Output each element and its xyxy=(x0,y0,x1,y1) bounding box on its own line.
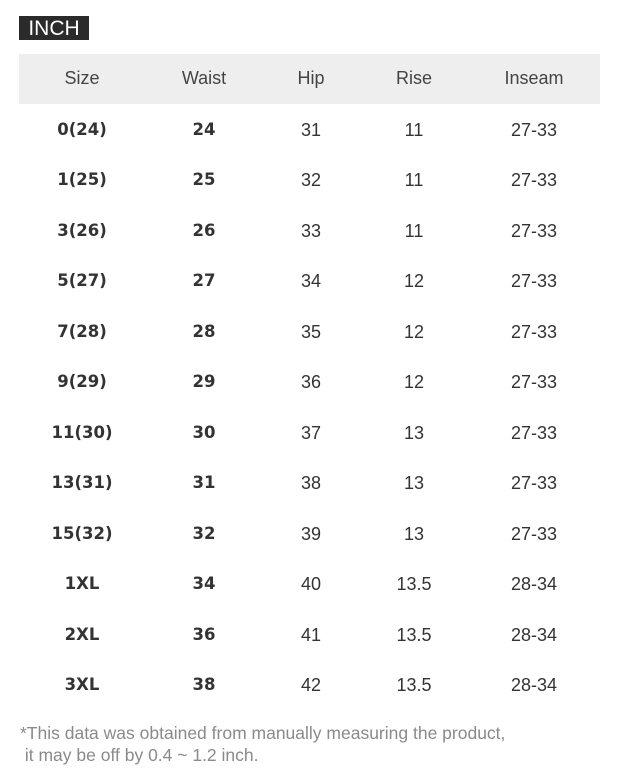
cell-size: 7(28) xyxy=(57,321,107,341)
cell-waist: 28 xyxy=(192,321,216,341)
cell-inseam: 27-33 xyxy=(510,372,558,393)
cell-hip: 39 xyxy=(300,523,322,544)
header-inseam: Inseam xyxy=(504,68,564,88)
cell-inseam: 27-33 xyxy=(510,170,558,191)
cell-rise: 13 xyxy=(403,473,425,494)
cell-rise: 12 xyxy=(403,271,425,292)
cell-inseam: 28-34 xyxy=(510,624,558,645)
cell-size: 13(31) xyxy=(51,473,113,493)
cell-rise: 13.5 xyxy=(396,674,432,695)
cell-waist: 32 xyxy=(192,523,216,543)
cell-size: 0(24) xyxy=(57,120,107,139)
table-row: 9(29) 29 36 12 27-33 xyxy=(19,357,600,407)
cell-waist: 26 xyxy=(192,220,216,240)
cell-size: 5(27) xyxy=(57,271,107,291)
cell-hip: 36 xyxy=(300,372,322,393)
cell-inseam: 27-33 xyxy=(510,271,558,292)
cell-hip: 32 xyxy=(300,170,322,191)
header-rise: Rise xyxy=(395,68,433,88)
table-row: 1XL 34 40 13.5 28-34 xyxy=(19,559,600,609)
table-row: 7(28) 28 35 12 27-33 xyxy=(19,307,600,357)
cell-inseam: 27-33 xyxy=(510,523,558,544)
header-hip: Hip xyxy=(297,68,325,88)
table-row: 0(24) 24 31 11 27-33 xyxy=(19,105,600,155)
cell-rise: 11 xyxy=(404,170,424,191)
table-header: Size Waist Hip Rise Inseam xyxy=(19,54,600,104)
cell-size: 1(25) xyxy=(57,170,107,190)
cell-hip: 35 xyxy=(300,321,322,342)
cell-size: 11(30) xyxy=(51,422,113,442)
cell-rise: 12 xyxy=(403,321,425,342)
table-row: 2XL 36 41 13.5 28-34 xyxy=(19,610,600,660)
table-row: 13(31) 31 38 13 27-33 xyxy=(19,458,600,508)
cell-rise: 13.5 xyxy=(396,624,432,645)
cell-waist: 36 xyxy=(192,624,216,644)
cell-inseam: 27-33 xyxy=(510,422,558,443)
cell-hip: 34 xyxy=(300,271,322,292)
cell-hip: 40 xyxy=(300,574,322,595)
cell-waist: 31 xyxy=(192,473,216,493)
cell-rise: 13 xyxy=(403,422,425,443)
cell-waist: 29 xyxy=(192,372,216,392)
cell-rise: 11 xyxy=(404,120,424,140)
cell-size: 9(29) xyxy=(57,372,107,392)
table-row: 3XL 38 42 13.5 28-34 xyxy=(19,660,600,710)
cell-inseam: 28-34 xyxy=(510,674,558,695)
cell-rise: 13.5 xyxy=(396,574,432,595)
cell-waist: 38 xyxy=(192,674,216,694)
cell-waist: 25 xyxy=(192,170,216,190)
cell-inseam: 27-33 xyxy=(510,321,558,342)
cell-inseam: 27-33 xyxy=(510,220,558,241)
cell-hip: 37 xyxy=(300,422,322,443)
unit-label: INCH xyxy=(19,16,89,40)
cell-hip: 31 xyxy=(300,120,322,140)
cell-size: 2XL xyxy=(64,624,100,644)
footnote: *This data was obtained from manually me… xyxy=(20,722,505,766)
cell-hip: 33 xyxy=(300,220,322,241)
cell-inseam: 27-33 xyxy=(510,120,558,140)
footnote-line-2: it may be off by 0.4 ~ 1.2 inch. xyxy=(20,745,259,765)
table-row: 11(30) 30 37 13 27-33 xyxy=(19,408,600,458)
cell-inseam: 28-34 xyxy=(510,574,558,595)
table-row: 1(25) 25 32 11 27-33 xyxy=(19,155,600,205)
table-row: 5(27) 27 34 12 27-33 xyxy=(19,256,600,306)
table-row: 3(26) 26 33 11 27-33 xyxy=(19,206,600,256)
cell-waist: 34 xyxy=(192,574,216,594)
header-waist: Waist xyxy=(181,68,227,88)
cell-size: 15(32) xyxy=(51,523,113,543)
cell-size: 3XL xyxy=(64,674,100,694)
cell-hip: 41 xyxy=(300,624,322,645)
cell-hip: 42 xyxy=(300,674,322,695)
cell-rise: 12 xyxy=(403,372,425,393)
footnote-line-1: *This data was obtained from manually me… xyxy=(20,723,506,743)
header-size: Size xyxy=(64,68,100,88)
cell-inseam: 27-33 xyxy=(510,473,558,494)
cell-waist: 30 xyxy=(192,422,216,442)
cell-hip: 38 xyxy=(300,473,322,494)
cell-waist: 27 xyxy=(192,271,216,291)
cell-size: 1XL xyxy=(64,574,100,594)
table-row: 15(32) 32 39 13 27-33 xyxy=(19,509,600,559)
cell-waist: 24 xyxy=(192,120,216,139)
cell-rise: 11 xyxy=(404,220,424,241)
cell-size: 3(26) xyxy=(57,220,107,240)
cell-rise: 13 xyxy=(403,523,425,544)
